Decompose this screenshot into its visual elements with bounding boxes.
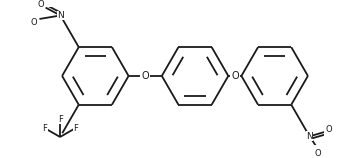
Text: O: O	[141, 71, 149, 81]
Text: O: O	[326, 125, 332, 134]
Text: O: O	[31, 18, 37, 27]
Text: F: F	[43, 124, 47, 133]
Text: N: N	[57, 11, 64, 20]
Text: F: F	[73, 124, 78, 133]
Text: O: O	[315, 149, 322, 158]
Text: N: N	[306, 132, 313, 141]
Text: O: O	[231, 71, 239, 81]
Text: F: F	[58, 115, 62, 124]
Text: O: O	[38, 0, 45, 9]
